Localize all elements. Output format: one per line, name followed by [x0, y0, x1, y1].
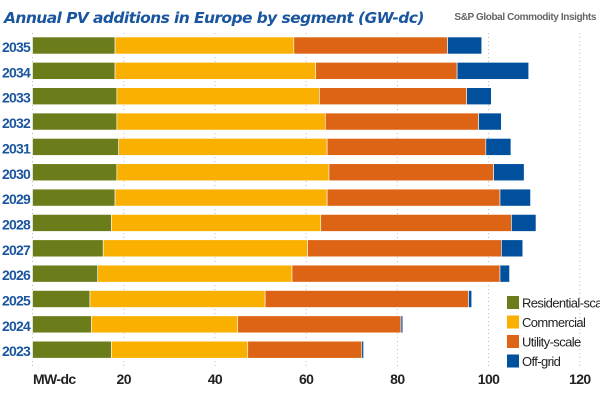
bar-off-grid-2027	[501, 239, 524, 258]
chart-title: Annual PV additions in Europe by segment…	[3, 9, 424, 27]
bar-utility-scale-2029	[326, 188, 501, 207]
bar-residential-scale-2030	[32, 163, 118, 182]
legend-swatch	[507, 296, 519, 309]
bar-commercial-2027	[102, 239, 308, 258]
bar-off-grid-2029	[499, 188, 531, 207]
legend-label: Off-grid	[522, 354, 561, 369]
y-tick-label: 2029	[2, 191, 31, 207]
bar-commercial-2034	[114, 62, 317, 80]
bar-commercial-2024	[91, 315, 239, 334]
bar-commercial-2029	[114, 188, 328, 207]
legend-label: Commercial	[522, 315, 586, 330]
bar-off-grid-2034	[456, 62, 530, 80]
legend-swatch	[507, 354, 519, 368]
bar-utility-scale-2027	[307, 239, 502, 258]
bar-utility-scale-2030	[328, 163, 494, 182]
bar-residential-scale-2033	[32, 87, 118, 105]
bar-residential-scale-2029	[32, 188, 116, 207]
bar-commercial-2035	[114, 36, 295, 55]
bar-commercial-2023	[111, 340, 249, 359]
bar-off-grid-2032	[478, 112, 502, 131]
y-tick-label: 2033	[2, 90, 31, 106]
bar-off-grid-2031	[485, 138, 512, 156]
bar-utility-scale-2032	[325, 112, 479, 131]
x-tick-label: 60	[299, 371, 314, 387]
bar-off-grid-2033	[466, 87, 492, 105]
bar-commercial-2028	[111, 214, 322, 232]
bar-residential-scale-2027	[32, 239, 104, 258]
source-label: S&P Global Commodity Insights	[454, 12, 596, 23]
bar-residential-scale-2026	[32, 264, 99, 283]
bar-utility-scale-2028	[320, 214, 512, 232]
legend-swatch	[507, 335, 519, 348]
bar-utility-scale-2033	[319, 87, 467, 105]
bar-utility-scale-2023	[247, 340, 363, 359]
x-axis-unit-label: MW-dc	[33, 371, 76, 387]
bar-commercial-2032	[116, 112, 326, 131]
x-tick-label: 40	[208, 371, 223, 387]
bar-off-grid-2028	[511, 214, 537, 232]
bar-off-grid-2026	[499, 264, 510, 283]
bar-utility-scale-2025	[264, 290, 469, 308]
bar-commercial-2033	[116, 87, 320, 105]
bar-residential-scale-2023	[32, 340, 112, 359]
x-tick-label: 80	[390, 371, 405, 387]
bar-residential-scale-2028	[32, 214, 112, 232]
bar-residential-scale-2035	[32, 36, 116, 55]
bar-commercial-2031	[118, 138, 328, 156]
y-tick-label: 2024	[2, 318, 31, 334]
bar-commercial-2026	[97, 264, 293, 283]
y-tick-label: 2034	[2, 64, 31, 80]
y-tick-label: 2032	[2, 115, 31, 131]
bar-off-grid-2035	[447, 36, 483, 55]
bar-residential-scale-2025	[32, 290, 91, 308]
bar-residential-scale-2024	[32, 315, 92, 334]
y-tick-label: 2031	[2, 140, 31, 156]
bar-utility-scale-2031	[326, 138, 487, 156]
x-tick-label: 100	[478, 371, 500, 387]
legend-swatch	[507, 315, 519, 329]
bar-residential-scale-2034	[32, 62, 116, 80]
y-tick-label: 2023	[2, 343, 31, 359]
bar-residential-scale-2031	[32, 138, 119, 156]
y-tick-label: 2028	[2, 216, 31, 232]
y-tick-label: 2025	[2, 293, 31, 309]
bar-utility-scale-2026	[291, 264, 501, 283]
bar-residential-scale-2032	[32, 112, 118, 131]
y-tick-label: 2035	[2, 39, 31, 55]
y-tick-label: 2027	[2, 242, 31, 258]
bar-off-grid-2023	[361, 340, 364, 359]
x-tick-label: 120	[569, 371, 591, 387]
y-tick-label: 2030	[2, 166, 31, 182]
bar-commercial-2025	[89, 290, 266, 308]
legend-label: Residential-scale	[522, 296, 600, 311]
bar-off-grid-2030	[493, 163, 525, 182]
y-tick-label: 2026	[2, 267, 31, 283]
x-tick-label: 20	[117, 371, 132, 387]
bar-off-grid-2024	[400, 315, 404, 334]
bar-off-grid-2025	[468, 290, 473, 308]
bar-utility-scale-2034	[315, 62, 458, 80]
bar-utility-scale-2024	[237, 315, 402, 334]
legend-label: Utility-scale	[522, 335, 581, 350]
bar-utility-scale-2035	[293, 36, 448, 55]
bar-commercial-2030	[116, 163, 330, 182]
